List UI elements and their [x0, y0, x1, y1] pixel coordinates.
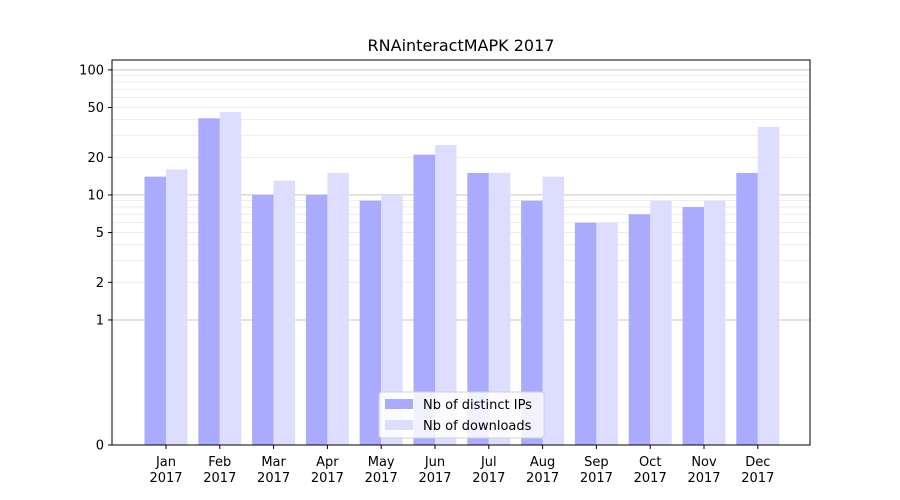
- bar: [596, 222, 618, 445]
- x-tick-label-year: 2017: [580, 471, 613, 486]
- y-tick-label: 5: [96, 226, 104, 241]
- bar: [413, 154, 435, 446]
- x-tick-label-month: Apr: [316, 455, 339, 470]
- x-axis: Jan2017Feb2017Mar2017Apr2017May2017Jun20…: [149, 445, 774, 486]
- x-tick-label-year: 2017: [257, 471, 290, 486]
- bar: [327, 172, 349, 445]
- bar: [488, 172, 511, 445]
- legend-swatch: [385, 399, 413, 409]
- y-tick-label: 1: [96, 313, 104, 328]
- x-tick-label-month: Jun: [424, 455, 445, 470]
- x-tick-label-year: 2017: [203, 471, 236, 486]
- bar: [305, 194, 328, 445]
- y-tick-label: 50: [87, 101, 104, 116]
- bar: [144, 176, 166, 445]
- bars: [144, 112, 780, 446]
- bar: [704, 200, 726, 445]
- legend-label: Nb of downloads: [423, 419, 532, 434]
- x-tick-label-month: Mar: [261, 455, 286, 470]
- x-tick-label-month: Aug: [530, 455, 555, 470]
- x-tick-label-year: 2017: [634, 471, 667, 486]
- y-tick-label: 2: [96, 276, 104, 291]
- x-tick-label-year: 2017: [149, 471, 182, 486]
- bar: [435, 145, 457, 445]
- x-tick-label-year: 2017: [472, 471, 505, 486]
- bar: [542, 176, 565, 445]
- x-tick-label-month: Jan: [155, 455, 176, 470]
- x-tick-label-month: Oct: [639, 455, 661, 470]
- x-tick-label-year: 2017: [687, 471, 720, 486]
- legend-swatch: [385, 420, 413, 430]
- legend: Nb of distinct IPs Nb of downloads: [378, 391, 545, 439]
- y-axis: 0 1 2 5 10 20 50 100: [79, 63, 112, 454]
- bar: [682, 207, 704, 445]
- bar: [359, 200, 382, 445]
- x-tick-label-month: May: [368, 455, 395, 470]
- bar: [252, 194, 274, 445]
- x-tick-label-month: Feb: [208, 455, 231, 470]
- bar: [574, 222, 597, 445]
- bar: [166, 169, 188, 445]
- plot-frame: [111, 59, 811, 446]
- bar: [273, 180, 296, 445]
- bar: [219, 112, 242, 445]
- y-tick-label: 100: [79, 63, 104, 78]
- x-tick-label-year: 2017: [526, 471, 559, 486]
- y-tick-label: 20: [87, 151, 104, 166]
- chart-title: RNAinteractMAPK 2017: [368, 36, 555, 55]
- bar: [736, 172, 758, 445]
- y-tick-label: 10: [87, 188, 104, 203]
- bar: [650, 200, 672, 445]
- x-tick-label-month: Nov: [691, 455, 717, 470]
- y-tick-label: 0: [96, 439, 104, 454]
- bar: [381, 194, 403, 445]
- legend-label: Nb of distinct IPs: [423, 398, 532, 413]
- bar: [628, 214, 651, 445]
- x-tick-label-year: 2017: [365, 471, 398, 486]
- legend-box: [378, 391, 545, 439]
- bar: [521, 200, 543, 445]
- x-tick-label-month: Dec: [745, 455, 770, 470]
- bar: [467, 172, 489, 445]
- bar: [757, 126, 780, 446]
- x-tick-label-year: 2017: [418, 471, 451, 486]
- x-tick-label-year: 2017: [311, 471, 344, 486]
- bar: [198, 118, 220, 445]
- x-tick-label-month: Sep: [584, 455, 609, 470]
- x-tick-label-month: Jul: [480, 455, 497, 470]
- x-tick-label-year: 2017: [741, 471, 774, 486]
